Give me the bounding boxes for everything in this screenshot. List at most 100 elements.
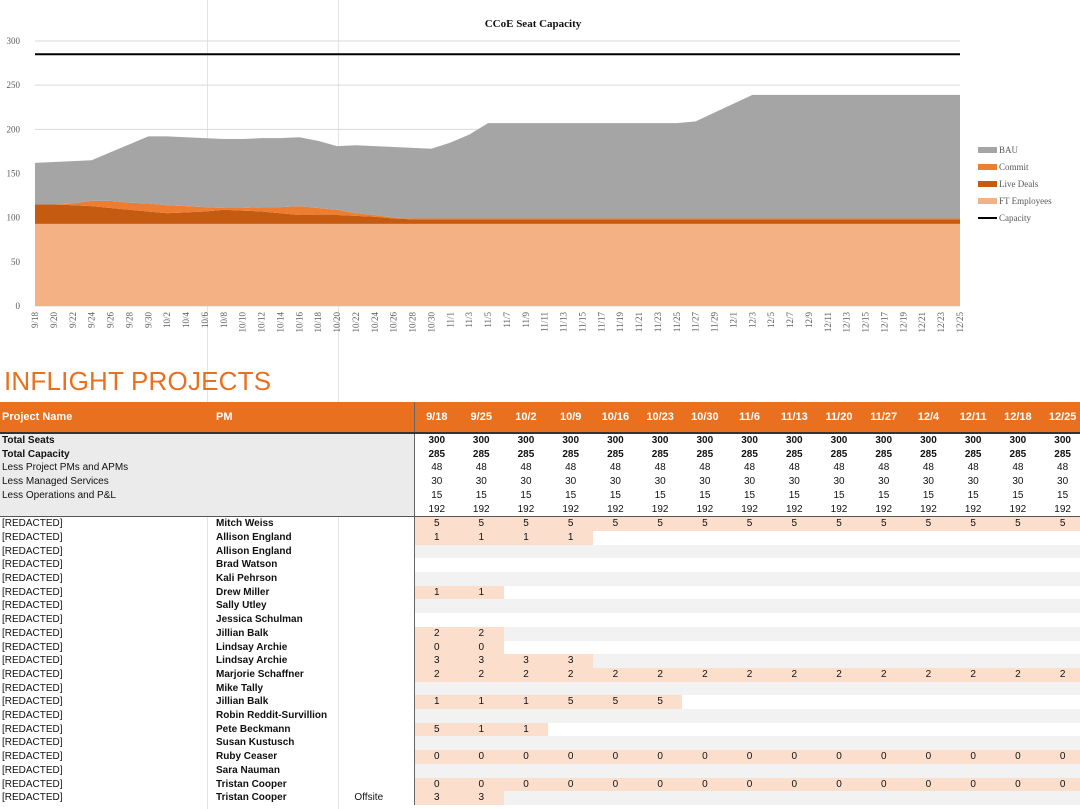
week-value-cell[interactable]: [682, 723, 727, 737]
project-name-cell[interactable]: [REDACTED]: [2, 792, 63, 804]
week-value-cell[interactable]: [503, 544, 549, 559]
week-value-cell[interactable]: [1040, 695, 1080, 709]
note-cell[interactable]: Offsite: [352, 791, 415, 805]
week-value-cell[interactable]: [682, 681, 728, 696]
summary-value[interactable]: 15: [950, 488, 996, 503]
week-value-cell[interactable]: [727, 736, 772, 751]
note-cell[interactable]: [352, 558, 415, 573]
week-value-cell[interactable]: [548, 544, 594, 559]
week-value-cell[interactable]: 2: [727, 667, 772, 682]
week-value-cell[interactable]: [951, 531, 996, 545]
week-value-cell[interactable]: [458, 599, 504, 614]
note-cell[interactable]: [352, 750, 415, 764]
week-value-cell[interactable]: [951, 723, 996, 737]
week-value-cell[interactable]: [950, 654, 996, 668]
week-value-cell[interactable]: [682, 613, 727, 627]
week-value-cell[interactable]: [637, 626, 683, 641]
week-value-cell[interactable]: [995, 681, 1041, 696]
summary-blank[interactable]: [352, 461, 415, 476]
summary-value[interactable]: 15: [995, 488, 1041, 503]
note-cell[interactable]: [352, 736, 415, 751]
summary-value[interactable]: 192: [414, 502, 459, 518]
summary-value[interactable]: 15: [682, 488, 728, 503]
summary-value[interactable]: 48: [1040, 461, 1080, 476]
week-value-cell[interactable]: [817, 613, 862, 627]
pm-cell[interactable]: Drew Miller: [216, 586, 270, 598]
week-value-cell[interactable]: [503, 791, 549, 805]
summary-value[interactable]: 15: [458, 488, 504, 503]
week-value-cell[interactable]: 1: [414, 695, 459, 710]
week-value-cell[interactable]: [906, 599, 951, 614]
week-value-cell[interactable]: [548, 641, 593, 655]
summary-value[interactable]: 300: [727, 433, 772, 448]
week-value-cell[interactable]: 5: [414, 516, 459, 531]
week-value-cell[interactable]: [906, 641, 951, 655]
week-value-cell[interactable]: 0: [458, 750, 504, 764]
project-name-cell[interactable]: [REDACTED]: [2, 655, 63, 667]
week-value-cell[interactable]: [950, 626, 996, 641]
header-week[interactable]: 9/18: [414, 402, 459, 434]
week-value-cell[interactable]: [995, 572, 1041, 586]
week-value-cell[interactable]: [548, 709, 594, 723]
summary-value[interactable]: 300: [593, 433, 638, 448]
summary-value[interactable]: 48: [950, 461, 996, 476]
week-value-cell[interactable]: [861, 572, 907, 586]
week-value-cell[interactable]: [593, 531, 638, 545]
summary-value[interactable]: 30: [414, 475, 459, 489]
week-value-cell[interactable]: [861, 586, 906, 600]
summary-blank[interactable]: [214, 447, 353, 462]
week-value-cell[interactable]: [593, 709, 638, 723]
week-value-cell[interactable]: [458, 572, 504, 586]
project-name-cell[interactable]: [REDACTED]: [2, 586, 63, 598]
summary-value[interactable]: 192: [593, 502, 638, 518]
note-cell[interactable]: [352, 599, 415, 614]
week-value-cell[interactable]: [771, 709, 817, 723]
summary-value[interactable]: 15: [771, 488, 817, 503]
pm-cell[interactable]: Jessica Schulman: [216, 614, 303, 626]
header-week[interactable]: 12/11: [950, 402, 996, 434]
summary-value[interactable]: 192: [861, 502, 907, 518]
week-value-cell[interactable]: 0: [727, 777, 772, 792]
week-value-cell[interactable]: 0: [861, 750, 907, 764]
week-value-cell[interactable]: 5: [771, 516, 817, 531]
week-value-cell[interactable]: 0: [414, 750, 459, 764]
summary-value[interactable]: 192: [503, 502, 549, 518]
week-value-cell[interactable]: [459, 613, 504, 627]
week-value-cell[interactable]: [1040, 544, 1080, 559]
pm-cell[interactable]: Sara Nauman: [216, 764, 280, 776]
week-value-cell[interactable]: [682, 558, 727, 572]
summary-value[interactable]: 192: [1040, 502, 1080, 518]
pm-cell[interactable]: Lindsay Archie: [216, 641, 288, 653]
week-value-cell[interactable]: 0: [906, 750, 951, 764]
header-week[interactable]: 11/20: [816, 402, 862, 434]
week-value-cell[interactable]: [771, 654, 817, 668]
week-value-cell[interactable]: [503, 599, 549, 614]
week-value-cell[interactable]: [861, 723, 906, 737]
week-value-cell[interactable]: [817, 695, 862, 709]
note-cell[interactable]: [352, 516, 415, 531]
week-value-cell[interactable]: [772, 531, 817, 545]
week-value-cell[interactable]: [906, 736, 951, 751]
week-value-cell[interactable]: [950, 544, 996, 559]
week-value-cell[interactable]: 3: [458, 791, 504, 805]
week-value-cell[interactable]: [682, 641, 727, 655]
summary-value[interactable]: 30: [906, 475, 951, 489]
week-value-cell[interactable]: [861, 763, 907, 778]
summary-value[interactable]: 30: [1040, 475, 1080, 489]
week-value-cell[interactable]: 1: [458, 722, 504, 737]
week-value-cell[interactable]: [906, 723, 951, 737]
week-value-cell[interactable]: [504, 641, 549, 655]
summary-blank[interactable]: [214, 488, 353, 503]
week-value-cell[interactable]: [682, 626, 728, 641]
week-value-cell[interactable]: [771, 599, 817, 614]
week-value-cell[interactable]: [950, 709, 996, 723]
week-value-cell[interactable]: [638, 558, 683, 572]
summary-value[interactable]: 15: [637, 488, 683, 503]
week-value-cell[interactable]: [637, 736, 683, 751]
week-value-cell[interactable]: 0: [458, 777, 504, 792]
week-value-cell[interactable]: 0: [950, 750, 996, 764]
week-value-cell[interactable]: [816, 763, 862, 778]
summary-blank[interactable]: [214, 461, 353, 476]
pm-cell[interactable]: Marjorie Schaffner: [216, 668, 304, 680]
summary-value[interactable]: 300: [995, 433, 1041, 448]
